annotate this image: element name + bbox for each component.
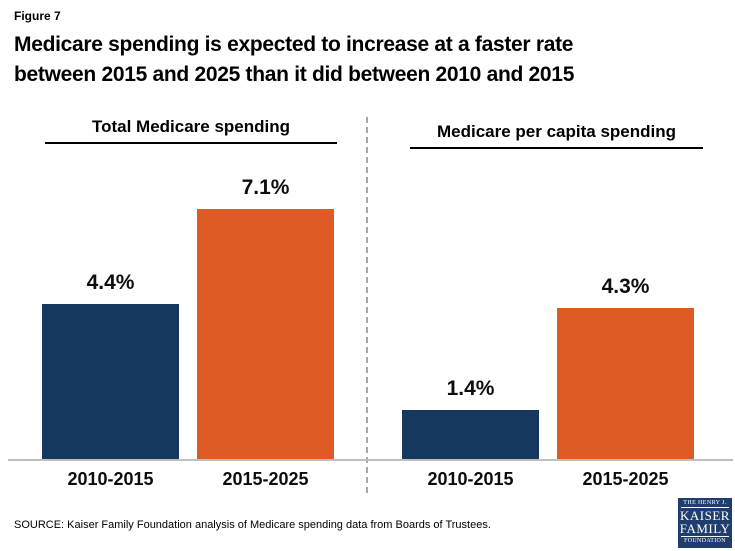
panel-title-total-spending: Total Medicare spending — [45, 117, 337, 144]
chart-title: Medicare spending is expected to increas… — [14, 30, 574, 90]
bar-group-percapita-2010-2015: 1.4% — [402, 377, 539, 459]
chart-title-line-1: Medicare spending is expected to increas… — [14, 33, 574, 56]
x-tick-label: 2010-2015 — [427, 469, 514, 489]
bar-percapita-2010-2015 — [402, 410, 539, 459]
x-axis-line — [8, 459, 733, 461]
bar-percapita-2015-2025 — [557, 308, 694, 459]
figure-number: Figure 7 — [14, 9, 61, 23]
panel-divider-line — [366, 117, 368, 493]
logo-text-the-henry-j: THE HENRY J. — [681, 500, 729, 508]
chart-title-line-2: between 2015 and 2025 than it did betwee… — [14, 63, 575, 86]
logo-text-family: FAMILY — [679, 521, 731, 536]
bar-group-total-2015-2025: 7.1% — [197, 176, 334, 459]
bar-total-2010-2015 — [42, 304, 179, 459]
bar-value-label: 4.3% — [601, 275, 650, 298]
kaiser-family-foundation-logo: THE HENRY J. KAISER FAMILY FOUNDATION — [678, 498, 732, 548]
x-tick-label: 2015-2025 — [222, 469, 309, 489]
bar-value-label: 4.4% — [86, 271, 135, 294]
bar-group-percapita-2015-2025: 4.3% — [557, 275, 694, 459]
panel-title-per-capita-spending: Medicare per capita spending — [410, 122, 703, 149]
logo-text-foundation: FOUNDATION — [681, 536, 729, 544]
bar-group-total-2010-2015: 4.4% — [42, 271, 179, 459]
source-note: SOURCE: Kaiser Family Foundation analysi… — [14, 519, 491, 531]
x-tick-label: 2010-2015 — [67, 469, 154, 489]
bar-value-label: 7.1% — [241, 176, 290, 199]
bar-total-2015-2025 — [197, 209, 334, 459]
x-tick-label: 2015-2025 — [582, 469, 669, 489]
bar-value-label: 1.4% — [446, 377, 495, 400]
logo-text-kaiser: KAISER — [680, 508, 730, 523]
